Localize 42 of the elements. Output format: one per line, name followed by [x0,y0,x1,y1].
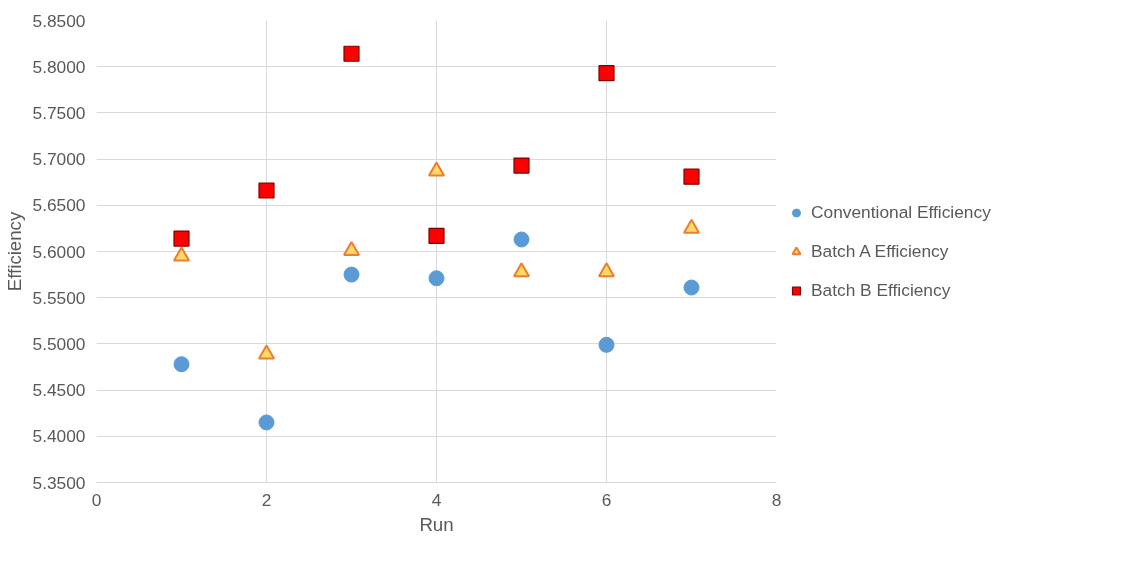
y-tick-label: 5.3500 [32,472,86,493]
x-tick-label: 0 [91,489,102,510]
y-tick-label: 5.8000 [32,56,86,77]
point [428,270,445,287]
point [683,218,700,234]
point [173,246,190,262]
y-tick-label: 5.5000 [32,333,86,354]
point [173,230,190,247]
point [173,356,190,373]
x-tick-label: 8 [771,489,782,510]
y-tick-label: 5.8500 [32,10,86,31]
point [258,344,275,360]
point [683,168,700,185]
x-tick-label: 2 [261,489,272,510]
x-tick-label: 6 [601,489,612,510]
legend-label: Batch A Efficiency [811,240,949,262]
point [258,414,275,431]
y-tick-label: 5.6000 [32,241,86,262]
legend-label: Conventional Efficiency [811,201,991,223]
point [343,240,360,256]
point [428,161,445,177]
y-tick-label: 5.7500 [32,102,86,123]
y-tick-label: 5.5500 [32,287,86,308]
point [683,279,700,296]
x-tick-label: 4 [431,489,442,510]
point [598,336,615,353]
point [598,262,615,278]
y-tick-label: 5.6500 [32,195,86,216]
point [428,227,445,244]
y-axis-title: Efficiency [3,211,25,292]
point [343,45,360,62]
y-tick-label: 5.7000 [32,149,86,170]
x-axis-title: Run [419,513,454,535]
point [258,182,275,199]
point [343,266,360,283]
point [598,65,615,82]
y-tick-label: 5.4000 [32,426,86,447]
point [513,157,530,174]
point [513,262,530,278]
y-tick-label: 5.4500 [32,380,86,401]
legend-label: Batch B Efficiency [811,279,951,301]
point [513,231,530,248]
